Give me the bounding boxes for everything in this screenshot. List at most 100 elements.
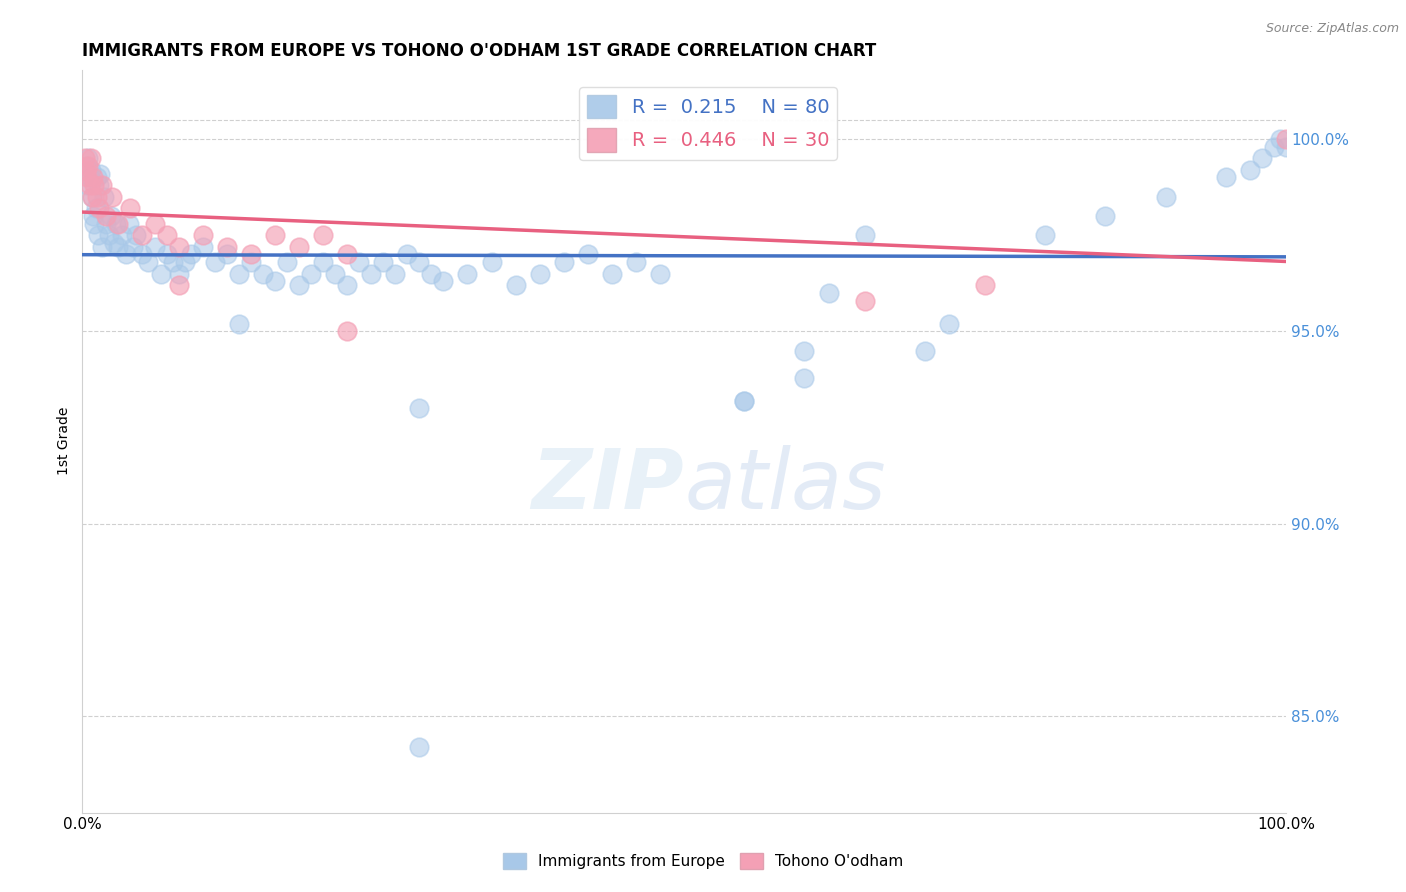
Point: [1215, 170, 1237, 185]
Point: [1033, 228, 1056, 243]
Point: [733, 393, 755, 408]
Point: [79, 178, 101, 193]
Point: [73, 151, 96, 165]
Point: [90, 240, 112, 254]
Point: [83, 217, 105, 231]
Point: [93, 189, 115, 203]
Point: [1263, 139, 1285, 153]
Point: [96, 217, 118, 231]
Point: [103, 235, 125, 250]
Y-axis label: 1st Grade: 1st Grade: [58, 407, 72, 475]
Point: [107, 217, 129, 231]
Point: [733, 393, 755, 408]
Point: [1275, 139, 1298, 153]
Point: [312, 228, 335, 243]
Point: [914, 343, 936, 358]
Point: [97, 228, 120, 243]
Point: [101, 189, 124, 203]
Point: [84, 201, 107, 215]
Point: [239, 247, 262, 261]
Point: [938, 317, 960, 331]
Point: [155, 228, 177, 243]
Point: [111, 228, 134, 243]
Point: [215, 247, 238, 261]
Point: [104, 217, 127, 231]
Point: [143, 217, 166, 231]
Point: [118, 217, 141, 231]
Point: [408, 401, 430, 416]
Point: [312, 255, 335, 269]
Point: [817, 285, 839, 300]
Point: [89, 178, 111, 193]
Point: [1239, 162, 1261, 177]
Point: [481, 255, 503, 269]
Point: [167, 240, 190, 254]
Point: [86, 170, 108, 185]
Point: [77, 159, 100, 173]
Point: [624, 255, 647, 269]
Point: [408, 255, 430, 269]
Point: [131, 228, 153, 243]
Text: Source: ZipAtlas.com: Source: ZipAtlas.com: [1265, 22, 1399, 36]
Point: [82, 170, 104, 185]
Point: [83, 178, 105, 193]
Point: [77, 151, 100, 165]
Point: [239, 255, 262, 269]
Point: [143, 240, 166, 254]
Point: [420, 267, 443, 281]
Point: [96, 209, 118, 223]
Legend: R =  0.215    N = 80, R =  0.446    N = 30: R = 0.215 N = 80, R = 0.446 N = 30: [579, 87, 837, 160]
Point: [853, 228, 876, 243]
Point: [79, 170, 101, 185]
Point: [80, 162, 103, 177]
Point: [1268, 132, 1291, 146]
Point: [1154, 189, 1177, 203]
Point: [75, 159, 97, 173]
Point: [853, 293, 876, 308]
Point: [505, 278, 527, 293]
Text: ZIP: ZIP: [531, 445, 685, 526]
Point: [336, 325, 359, 339]
Point: [553, 255, 575, 269]
Point: [1275, 132, 1298, 146]
Point: [75, 162, 97, 177]
Point: [336, 278, 359, 293]
Point: [120, 201, 142, 215]
Point: [336, 247, 359, 261]
Point: [191, 240, 214, 254]
Point: [396, 247, 419, 261]
Point: [529, 267, 551, 281]
Point: [204, 255, 226, 269]
Point: [576, 247, 599, 261]
Point: [125, 228, 148, 243]
Point: [360, 267, 382, 281]
Point: [456, 267, 478, 281]
Point: [86, 189, 108, 203]
Point: [648, 267, 671, 281]
Point: [288, 278, 311, 293]
Text: IMMIGRANTS FROM EUROPE VS TOHONO O'ODHAM 1ST GRADE CORRELATION CHART: IMMIGRANTS FROM EUROPE VS TOHONO O'ODHAM…: [83, 42, 876, 60]
Text: atlas: atlas: [685, 445, 886, 526]
Point: [90, 178, 112, 193]
Point: [162, 255, 184, 269]
Point: [114, 247, 136, 261]
Point: [228, 317, 250, 331]
Point: [288, 240, 311, 254]
Point: [107, 240, 129, 254]
Point: [80, 151, 103, 165]
Point: [89, 167, 111, 181]
Point: [408, 740, 430, 755]
Point: [173, 255, 195, 269]
Point: [180, 247, 202, 261]
Point: [167, 267, 190, 281]
Point: [600, 267, 623, 281]
Point: [264, 274, 287, 288]
Point: [82, 209, 104, 223]
Point: [76, 178, 98, 193]
Point: [89, 201, 111, 215]
Point: [347, 255, 370, 269]
Point: [1094, 209, 1116, 223]
Point: [191, 228, 214, 243]
Point: [373, 255, 395, 269]
Legend: Immigrants from Europe, Tohono O'odham: Immigrants from Europe, Tohono O'odham: [496, 847, 910, 875]
